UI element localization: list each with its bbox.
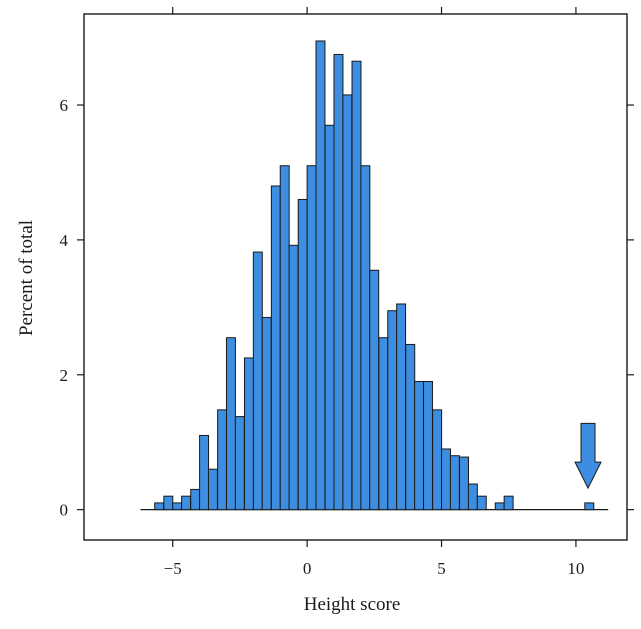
histogram-bar-38 bbox=[503, 495, 514, 511]
histogram-bar-17 bbox=[306, 165, 317, 511]
histogram-bar-24 bbox=[369, 269, 380, 511]
y-tick-label-3: 6 bbox=[60, 96, 69, 115]
histogram-bar-13 bbox=[270, 185, 281, 511]
histogram-bar-14 bbox=[279, 165, 290, 511]
histogram-bar-0 bbox=[154, 502, 165, 511]
histogram-bar-8 bbox=[225, 337, 236, 511]
histogram-bar-27 bbox=[396, 303, 407, 511]
histogram-bar-21 bbox=[342, 94, 353, 511]
histogram-bar-15 bbox=[288, 244, 299, 511]
histogram-bar-20 bbox=[333, 53, 344, 511]
histogram-bar-7 bbox=[217, 409, 228, 511]
histogram-bar-5 bbox=[199, 434, 210, 511]
y-tick-label-2: 4 bbox=[60, 231, 69, 250]
histogram-bar-37 bbox=[494, 502, 505, 511]
x-tick-label-2: 5 bbox=[437, 559, 446, 578]
histogram-bar-18 bbox=[315, 40, 326, 511]
histogram-bar-28 bbox=[405, 343, 416, 511]
x-tick-label-3: 10 bbox=[567, 559, 584, 578]
histogram-bar-9 bbox=[234, 416, 245, 511]
histogram-bar-32 bbox=[441, 448, 451, 511]
y-axis-label: Percent of total bbox=[16, 220, 37, 336]
histogram-bar-30 bbox=[423, 381, 433, 511]
histogram-bar-31 bbox=[432, 409, 443, 511]
histogram-bar-22 bbox=[351, 60, 362, 511]
histogram-bar-1 bbox=[163, 495, 174, 511]
histogram-bar-34 bbox=[459, 456, 469, 511]
histogram-bar-39 bbox=[584, 502, 595, 511]
histogram-bar-33 bbox=[449, 455, 460, 511]
histogram-bar-3 bbox=[181, 495, 192, 511]
histogram-bar-25 bbox=[378, 337, 389, 511]
histogram-bar-16 bbox=[297, 198, 308, 511]
histogram-bar-19 bbox=[324, 124, 335, 511]
histogram-bar-11 bbox=[252, 251, 263, 511]
histogram-bar-36 bbox=[476, 495, 487, 511]
histogram-bar-4 bbox=[190, 488, 201, 511]
histogram-bar-2 bbox=[172, 502, 183, 511]
x-tick-label-1: 0 bbox=[303, 559, 312, 578]
histogram-bar-12 bbox=[261, 316, 272, 511]
y-tick-label-0: 0 bbox=[60, 501, 69, 520]
histogram-bar-23 bbox=[360, 165, 371, 511]
x-tick-label-0: −5 bbox=[164, 559, 182, 578]
histogram-bar-35 bbox=[467, 483, 478, 511]
histogram-bar-10 bbox=[243, 357, 254, 511]
histogram-bar-29 bbox=[414, 381, 425, 511]
histogram-bar-6 bbox=[207, 468, 218, 511]
histogram-bar-26 bbox=[387, 310, 398, 511]
x-axis-label: Height score bbox=[304, 594, 401, 615]
plot-frame bbox=[83, 13, 628, 541]
annotation-arrow-icon bbox=[574, 422, 602, 490]
y-tick-label-1: 2 bbox=[60, 366, 69, 385]
